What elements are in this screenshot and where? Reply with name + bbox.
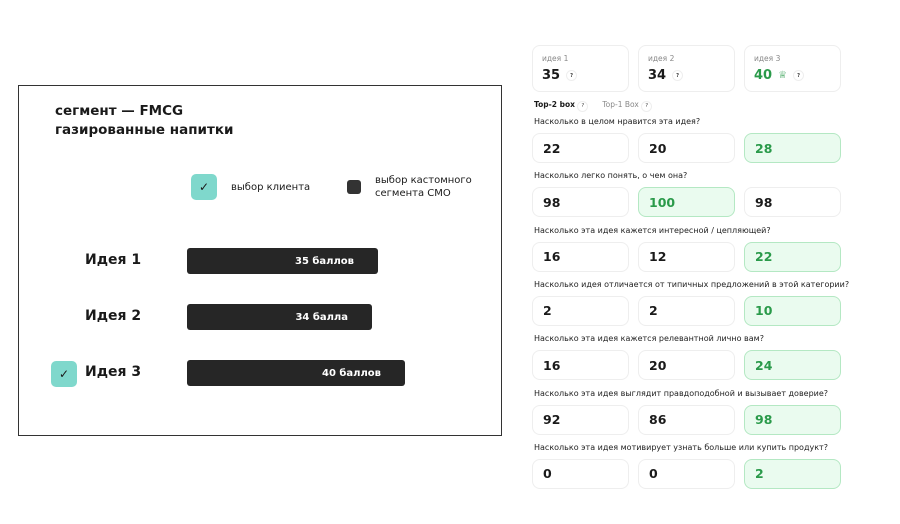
question-score-cell: 2 <box>532 295 629 326</box>
segment-title: сегмент — FMCG газированные напитки <box>55 103 234 138</box>
question-score-cell: 16 <box>532 241 629 272</box>
idea-score-bar: 34 балла <box>187 304 372 330</box>
question-score-cell: 12 <box>638 241 735 272</box>
question-score-cell: 2 <box>744 458 841 489</box>
idea-summary-card: идея 1 35? <box>532 45 629 92</box>
idea-summary-card: идея 3 40 ♕? <box>744 45 841 92</box>
idea-label: Идея 3 <box>85 364 142 380</box>
check-icon: ✓ <box>191 174 217 200</box>
idea-summary-card: идея 2 34? <box>638 45 735 92</box>
legend-custom-segment: выбор кастомного сегмента СМО <box>347 174 485 200</box>
question-label: Насколько в целом нравится эта идея? <box>534 117 701 126</box>
question-score-cell: 98 <box>744 404 841 435</box>
help-icon[interactable]: ? <box>672 70 684 81</box>
question-score-cell: 22 <box>744 241 841 272</box>
question-score-cell: 24 <box>744 350 841 381</box>
question-label: Насколько эта идея кажется интересной / … <box>534 225 771 235</box>
question-label: Насколько идея отличается от типичных пр… <box>534 279 850 289</box>
legend-client-choice: ✓ выбор клиента <box>191 174 310 200</box>
square-icon <box>347 180 361 194</box>
question-score-cell: 16 <box>532 350 629 381</box>
question-score-cell: 20 <box>638 350 735 381</box>
question-label: Насколько эта идея выглядит правдоподобн… <box>534 388 829 398</box>
idea-score-bar: 40 баллов <box>187 360 405 386</box>
question-score-cell: 22 <box>532 133 629 163</box>
question-score-cell: 98 <box>744 187 841 218</box>
crown-icon: ♕ <box>778 70 788 81</box>
question-label: Насколько легко понять, о чем она? <box>534 171 688 181</box>
idea-label: Идея 2 <box>85 308 142 324</box>
question-score-cell: 0 <box>638 458 735 489</box>
selected-check-icon: ✓ <box>51 361 77 387</box>
question-score-cell: 86 <box>638 404 735 435</box>
question-score-cell: 2 <box>638 295 735 326</box>
help-icon[interactable]: ? <box>566 70 578 81</box>
help-icon[interactable]: ? <box>793 70 805 81</box>
question-label: Насколько эта идея кажется релевантной л… <box>534 334 764 344</box>
tab-top1-box[interactable]: Top-1 Box ? <box>602 100 653 112</box>
question-score-cell: 20 <box>638 133 735 163</box>
idea-score-bar: 35 баллов <box>187 248 378 274</box>
question-score-cell: 100 <box>638 187 735 218</box>
question-score-cell: 92 <box>532 404 629 435</box>
segment-panel: сегмент — FMCG газированные напитки ✓ вы… <box>18 85 502 436</box>
metric-tabs: Top-2 box ? Top-1 Box ? <box>534 100 653 112</box>
results-panel: идея 1 35? идея 2 34? идея 3 40 ♕? Top-2 … <box>532 0 892 524</box>
tab-top2-box[interactable]: Top-2 box ? <box>534 100 589 112</box>
question-score-cell: 0 <box>532 458 629 489</box>
question-score-cell: 98 <box>532 187 629 218</box>
idea-label: Идея 1 <box>85 252 142 268</box>
question-score-cell: 10 <box>744 295 841 326</box>
question-label: Насколько эта идея мотивирует узнать бол… <box>534 442 828 452</box>
question-score-cell: 28 <box>744 133 841 163</box>
